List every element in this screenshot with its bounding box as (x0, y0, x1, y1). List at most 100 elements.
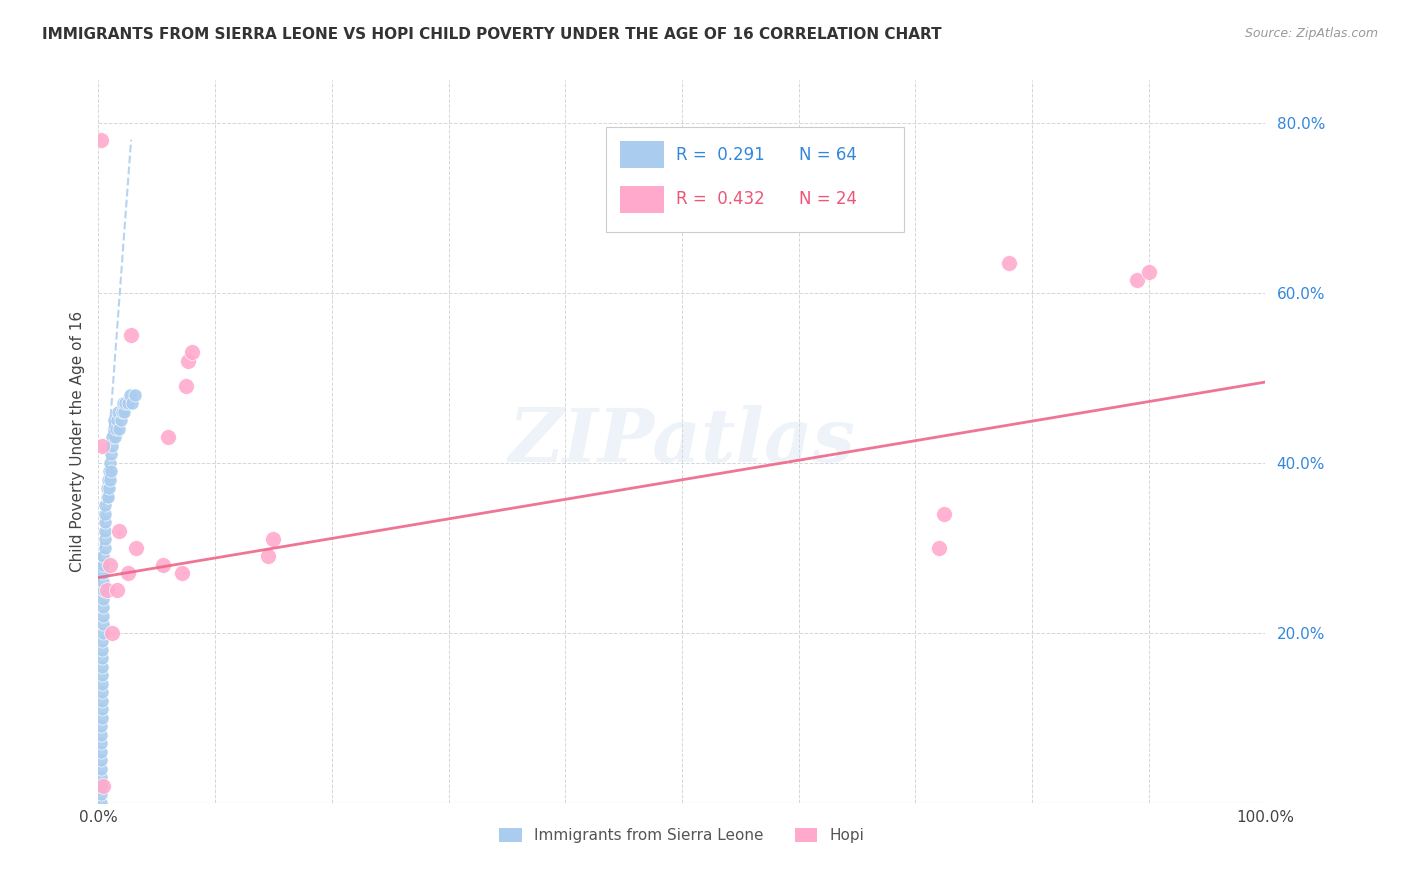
Point (98, 456, 121, 470)
Point (90, 642, 112, 657)
Point (90, 660, 112, 674)
Point (91, 617, 114, 632)
Point (1126, 273, 1149, 287)
Point (100, 464, 122, 478)
Point (96, 490, 118, 504)
Point (90, 762, 112, 776)
Point (90, 634, 112, 648)
Point (108, 422, 131, 436)
Point (157, 430, 180, 444)
Point (90, 694, 112, 708)
Point (90, 439, 112, 453)
Point (97, 464, 120, 478)
Point (152, 558, 174, 572)
Point (107, 405, 129, 419)
Point (91, 566, 114, 581)
Point (101, 625, 124, 640)
Point (97, 481, 120, 495)
Point (124, 388, 146, 402)
Point (90, 753, 112, 767)
Point (90, 677, 112, 691)
FancyBboxPatch shape (606, 128, 904, 232)
Point (103, 413, 125, 427)
Legend: Immigrants from Sierra Leone, Hopi: Immigrants from Sierra Leone, Hopi (494, 822, 870, 849)
Point (104, 430, 127, 444)
Point (90, 736, 112, 750)
Point (94, 507, 117, 521)
Text: N = 24: N = 24 (799, 191, 856, 209)
Text: N = 64: N = 64 (799, 145, 856, 164)
Point (91, 549, 114, 564)
Point (997, 256, 1019, 270)
Point (928, 541, 950, 555)
Point (91, 608, 114, 623)
Point (177, 353, 200, 368)
Point (90, 779, 112, 793)
Point (104, 422, 127, 436)
Point (101, 439, 124, 453)
Point (90, 796, 112, 810)
Point (117, 566, 139, 581)
Point (91, 583, 114, 598)
Point (90, 668, 112, 682)
Point (90, 787, 112, 801)
Point (1137, 264, 1160, 278)
Point (108, 524, 131, 538)
Point (94, 516, 117, 530)
Point (118, 388, 141, 402)
Point (96, 481, 118, 495)
Point (96, 583, 118, 598)
Point (111, 396, 134, 410)
Point (120, 328, 142, 343)
Point (101, 430, 124, 444)
Point (90, 745, 112, 759)
Point (94, 498, 117, 512)
Point (100, 447, 122, 461)
Point (91, 779, 114, 793)
Point (105, 583, 128, 598)
Point (262, 533, 284, 547)
Point (90, 651, 112, 665)
Point (90, 728, 112, 742)
Point (111, 405, 134, 419)
Point (91, 574, 114, 589)
Point (94, 524, 117, 538)
Point (90, 133, 112, 147)
FancyBboxPatch shape (620, 141, 665, 169)
Point (91, 625, 114, 640)
Point (90, 711, 112, 725)
Point (256, 549, 278, 564)
Point (114, 396, 136, 410)
Text: R =  0.291: R = 0.291 (676, 145, 765, 164)
Point (180, 345, 202, 359)
Point (105, 413, 128, 427)
Point (91, 600, 114, 615)
Point (174, 379, 197, 393)
Point (117, 396, 139, 410)
Point (90, 770, 112, 784)
Point (90, 685, 112, 699)
Point (172, 566, 194, 581)
Text: R =  0.432: R = 0.432 (676, 191, 765, 209)
Point (110, 413, 132, 427)
Point (103, 422, 125, 436)
Point (90, 719, 112, 733)
Point (94, 533, 117, 547)
FancyBboxPatch shape (620, 186, 665, 213)
Point (934, 507, 956, 521)
Point (112, 405, 135, 419)
Y-axis label: Child Poverty Under the Age of 16: Child Poverty Under the Age of 16 (69, 311, 84, 572)
Text: ZIPatlas: ZIPatlas (509, 405, 855, 478)
Point (91, 558, 114, 572)
Point (91, 591, 114, 606)
Point (97, 490, 120, 504)
Point (97, 473, 120, 487)
Point (125, 541, 148, 555)
Point (121, 396, 143, 410)
Point (98, 473, 121, 487)
Text: IMMIGRANTS FROM SIERRA LEONE VS HOPI CHILD POVERTY UNDER THE AGE OF 16 CORRELATI: IMMIGRANTS FROM SIERRA LEONE VS HOPI CHI… (42, 27, 942, 42)
Point (90, 702, 112, 716)
Text: Source: ZipAtlas.com: Source: ZipAtlas.com (1244, 27, 1378, 40)
Point (94, 541, 117, 555)
Point (98, 558, 121, 572)
